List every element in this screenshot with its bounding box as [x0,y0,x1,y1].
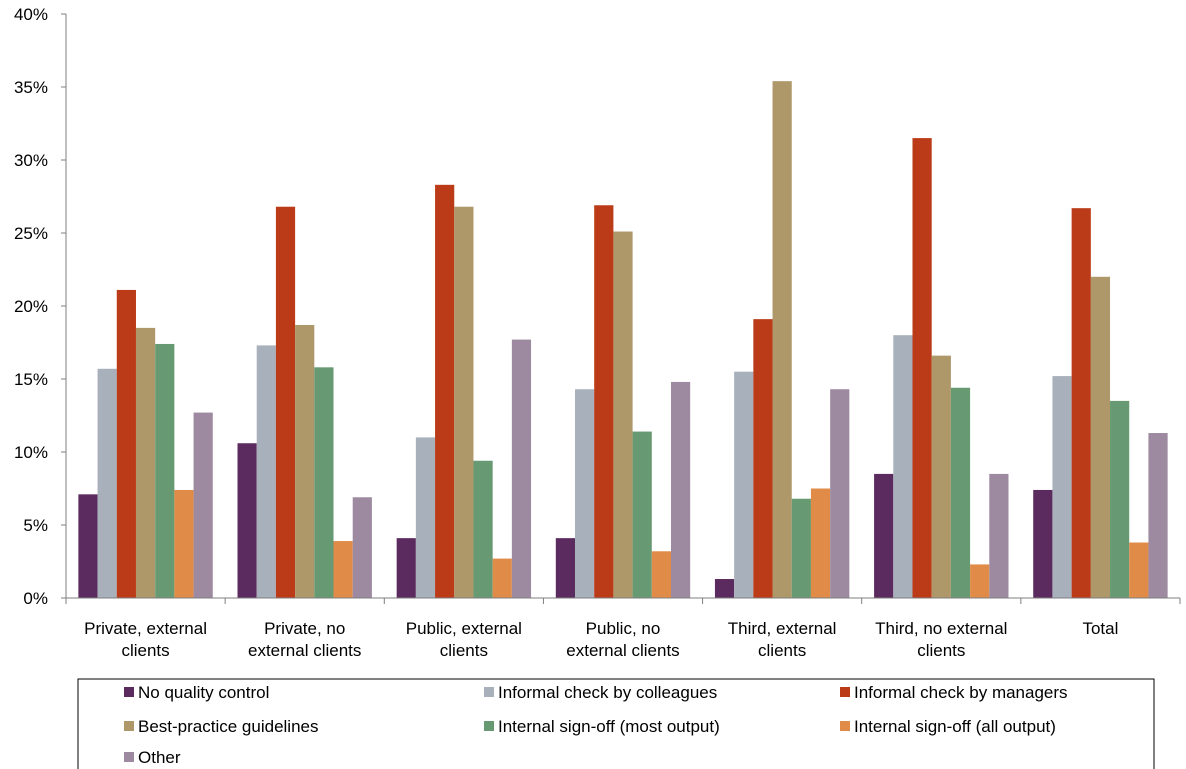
legend-swatch [124,752,134,762]
bar [1110,400,1130,598]
y-tick-label: 30% [14,151,48,170]
y-tick-label: 10% [14,443,48,462]
bar [613,231,633,599]
y-tick-label: 0% [23,589,48,608]
y-tick-label: 15% [14,370,48,389]
bar [135,327,156,598]
legend-swatch [484,721,494,731]
y-tick-label: 25% [14,224,48,243]
legend-swatch [124,687,134,697]
bar [295,324,315,598]
bar [931,355,951,598]
legend-label: Informal check by colleagues [498,683,717,702]
bar [912,138,932,598]
bar [454,206,474,598]
bar [950,387,971,598]
bar [753,319,773,598]
bar [1071,208,1091,598]
legend-label: Informal check by managers [854,683,1068,702]
bar [155,343,175,598]
bar [1033,489,1053,598]
bar [314,367,334,598]
bar [632,431,652,598]
bar [791,498,811,598]
bar [492,558,512,598]
y-tick-label: 40% [14,5,48,24]
legend-swatch [840,687,850,697]
bar [97,368,117,598]
bar [830,389,850,598]
y-tick-label: 35% [14,78,48,97]
bar [237,443,257,598]
legend-label: Internal sign-off (all output) [854,717,1056,736]
legend-label: No quality control [138,683,269,702]
bar [734,371,754,598]
bar [772,81,792,598]
bar [415,437,436,598]
bar [435,184,455,598]
bar [874,473,894,598]
bar [970,564,990,598]
bar [352,497,372,598]
bar [1090,276,1111,598]
bar [174,489,194,598]
bar [989,473,1009,598]
legend-box [77,678,1155,769]
legend-swatch [840,721,850,731]
bar [256,345,276,598]
bar [714,579,735,598]
x-tick-label: Third, no external clients [875,619,1007,660]
bar [116,289,136,598]
bar [810,488,831,598]
bar [333,541,353,598]
x-tick-label: Total [1082,619,1118,638]
bar [275,206,296,598]
bar [1129,542,1149,598]
bar [1052,376,1072,598]
legend-label: Best-practice guidelines [138,717,318,736]
bar [511,339,532,598]
bar [651,551,671,598]
x-tick-label: Public, external clients [406,619,522,660]
x-tick-label: Public, no external clients [566,619,679,660]
legend-swatch [484,687,494,697]
y-tick-label: 5% [23,516,48,535]
x-tick-label: Private, external clients [84,619,207,660]
x-tick-label: Private, no external clients [248,619,361,660]
legend-swatch [124,721,134,731]
y-tick-label: 20% [14,297,48,316]
bar [1148,433,1168,598]
bar [594,205,614,598]
bar [575,389,595,598]
bar [78,494,98,598]
bar [555,538,575,598]
bar [396,538,416,598]
bar [893,335,913,598]
bar [193,412,213,598]
x-tick-label: Third, external clients [728,619,837,660]
bar [473,460,493,598]
legend-label: Internal sign-off (most output) [498,717,720,736]
bar [671,381,691,598]
legend-label: Other [138,748,181,767]
